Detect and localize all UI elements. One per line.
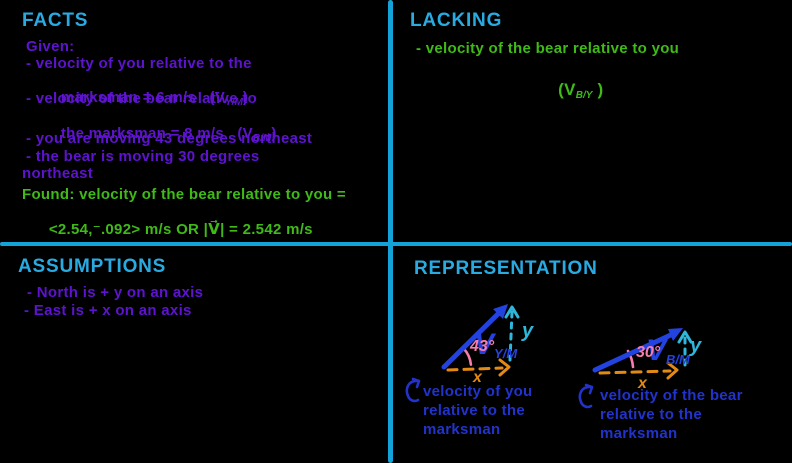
right-vector-label-subscript: B/M <box>666 352 690 367</box>
y-projection-arrowhead <box>677 330 693 344</box>
assumptions-line1: - North is + y on an axis <box>27 284 204 301</box>
velocity-vector-line <box>441 307 505 370</box>
lacking-symbol-close: ) <box>592 80 604 99</box>
facts-bullet1-subscript: Y/M <box>225 97 243 108</box>
facts-bullet1-line1: - velocity of you relative to the <box>26 55 252 72</box>
assumptions-line2: - East is + x on an axis <box>24 302 192 319</box>
facts-bullet2-line2-text: the marksman = 8 m/s (V <box>60 125 253 142</box>
right-diagram-caption: velocity of the bear relative to the mar… <box>600 387 743 442</box>
left-vector-diagram: VY/M 43° x y <box>404 296 564 396</box>
velocity-vector-line <box>592 330 678 373</box>
assumptions-title: ASSUMPTIONS <box>18 256 167 277</box>
x-axis-arrowhead <box>666 361 679 380</box>
angle-arc <box>626 349 635 369</box>
left-y-axis-label: y <box>522 320 534 342</box>
representation-title: REPRESENTATION <box>414 258 598 279</box>
y-projection-arrowhead <box>504 305 520 319</box>
velocity-vector-arrowhead <box>493 304 508 319</box>
facts-bullet4-line1: - the bear is moving 30 degrees <box>26 148 260 165</box>
horizontal-divider <box>0 242 792 246</box>
facts-bullet1-line2-text: marksman = 6 m/s (V <box>60 89 226 106</box>
lacking-symbol: (VB/Y ) <box>528 60 603 121</box>
lacking-quadrant: LACKING - velocity of the bear relative … <box>393 0 792 242</box>
facts-quadrant: FACTS Given: - velocity of you relative … <box>0 0 388 242</box>
x-axis-dashed-line <box>446 366 504 372</box>
assumptions-quadrant: ASSUMPTIONS - North is + y on an axis - … <box>0 246 388 463</box>
facts-bullet1-line2: marksman = 6 m/s (VY/M) <box>34 72 248 125</box>
left-caption-curved-arrow-icon <box>405 377 421 403</box>
left-diagram-drawing <box>441 304 520 377</box>
right-diagram-drawing <box>592 328 693 380</box>
lacking-title: LACKING <box>410 10 503 31</box>
x-axis-dashed-line <box>598 369 672 375</box>
left-vector-label-subscript: Y/M <box>494 346 518 361</box>
y-projection-dashed-line <box>508 310 514 362</box>
facts-found-line2: <2.54,⁻.092> m/s OR |V⃗| = 2.542 m/s <box>22 203 313 255</box>
facts-bullet2-line2: the marksman = 8 m/s (VB/M) <box>34 108 277 161</box>
lacking-symbol-open: (V <box>558 80 576 99</box>
left-vector-label-main: V <box>474 328 495 361</box>
right-vector-label: VB/M <box>596 306 690 405</box>
facts-found-line1: Found: velocity of the bear relative to … <box>22 186 346 203</box>
facts-found-components: <2.54,⁻.092> m/s OR | <box>48 221 209 238</box>
right-vector-diagram: VB/M 30° x y <box>578 300 748 395</box>
right-y-axis-label: y <box>690 335 702 357</box>
lacking-symbol-subscript: B/Y <box>575 90 593 101</box>
facts-found-vector-symbol: V⃗ <box>208 221 221 238</box>
left-x-axis-label: x <box>473 369 482 386</box>
velocity-vector-arrowhead <box>668 328 683 341</box>
facts-title: FACTS <box>22 10 89 31</box>
facts-bullet2-line1: - velocity of the bear relative to <box>26 90 258 107</box>
facts-given-label: Given: <box>26 38 75 55</box>
left-angle-label: 43° <box>470 338 495 355</box>
facts-bullet1-close-paren: ) <box>242 89 249 106</box>
right-vector-label-main: V <box>646 334 667 367</box>
vertical-divider <box>388 0 393 463</box>
right-x-axis-label: x <box>638 375 647 392</box>
right-caption-curved-arrow-icon <box>578 383 594 409</box>
lacking-line1: - velocity of the bear relative to you <box>416 40 680 57</box>
facts-bullet2-subscript: B/M <box>252 133 272 144</box>
facts-bullet2-close-paren: ) <box>271 125 277 142</box>
facts-found-magnitude: | = 2.542 m/s <box>220 221 313 238</box>
facts-bullet4-line2: northeast <box>22 165 94 182</box>
left-diagram-caption: velocity of you relative to the marksman <box>423 383 533 438</box>
facts-bullet3: - you are moving 43 degrees northeast <box>26 130 313 147</box>
x-axis-arrowhead <box>498 358 511 377</box>
representation-quadrant: REPRESENTATION <box>393 246 792 463</box>
left-vector-label: VY/M <box>424 300 517 399</box>
right-angle-label: 30° <box>636 344 661 361</box>
